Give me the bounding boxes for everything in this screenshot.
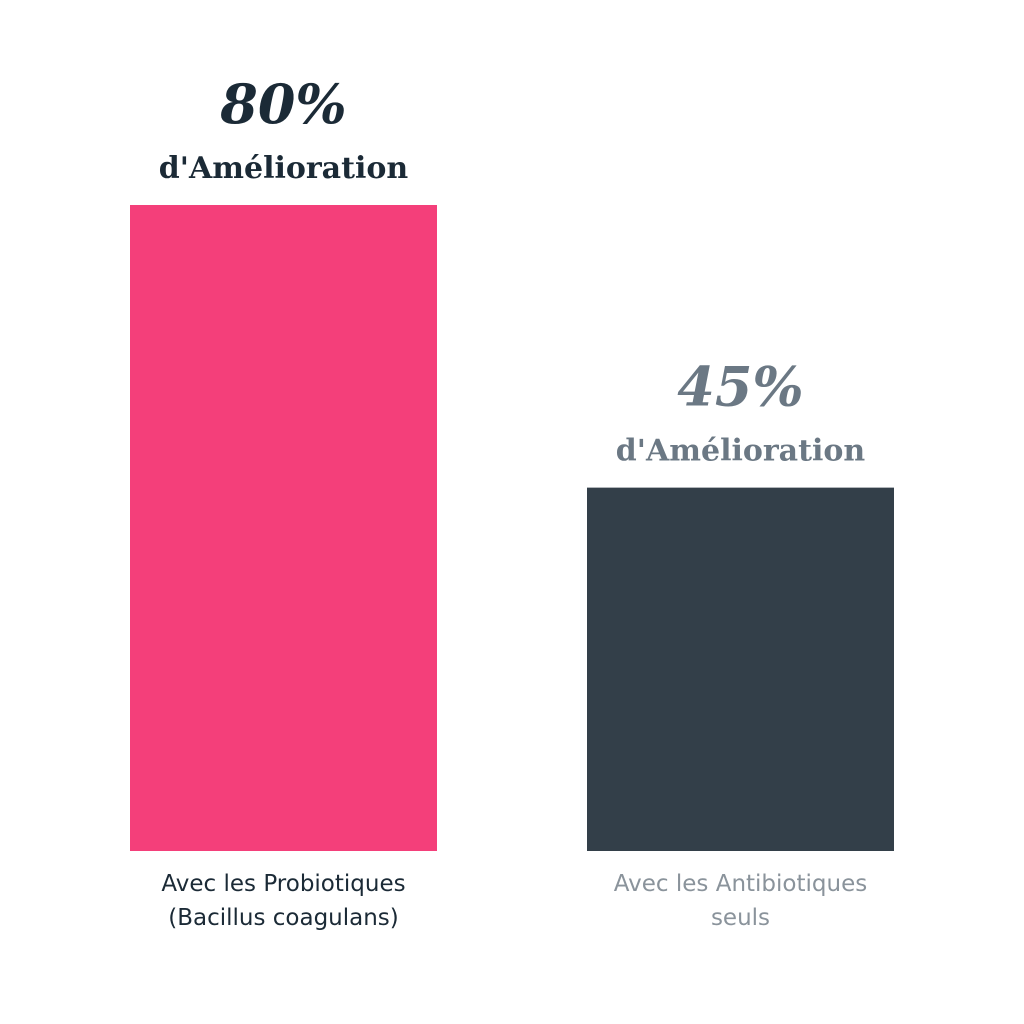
sub-label-antibiotiques: d'Amélioration — [616, 434, 866, 469]
category-label-line: Avec les Antibiotiques — [614, 871, 867, 897]
category-label-line: seuls — [711, 905, 770, 931]
labels-layer: 80% d'Amélioration Avec les Probiotiques (B… — [159, 72, 867, 931]
category-label-antibiotiques: Avec les Antibiotiques seuls — [614, 871, 867, 931]
category-label-probiotiques: Avec les Probiotiques (Bacillus coagulans… — [161, 871, 405, 931]
value-label-antibiotiques: 45% — [677, 355, 803, 419]
category-label-line: (Bacillus coagulans) — [168, 905, 399, 931]
bar-antibiotiques — [587, 487, 894, 851]
sub-label-probiotiques: d'Amélioration — [159, 151, 409, 186]
value-label-probiotiques: 80% — [219, 72, 346, 136]
category-label-line: Avec les Probiotiques — [161, 871, 405, 897]
bars-layer — [130, 205, 894, 851]
bar-probiotiques — [130, 205, 437, 851]
